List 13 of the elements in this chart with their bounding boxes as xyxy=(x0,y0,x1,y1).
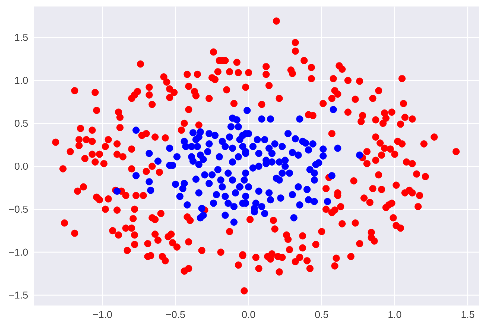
x-tick-label: 0.5 xyxy=(315,311,328,318)
x-tick-label: 0.0 xyxy=(242,311,256,318)
x-tick-label: −1.0 xyxy=(93,311,112,318)
y-tick-label: −1.0 xyxy=(9,248,28,256)
y-tick-label: 0.5 xyxy=(14,120,28,128)
x-tick-label: −0.5 xyxy=(166,311,186,318)
y-tick-label: 1.5 xyxy=(15,34,28,42)
y-tick-label: 1.0 xyxy=(15,77,28,84)
x-tick-label: 1.0 xyxy=(388,311,402,318)
x-tick-label: 1.5 xyxy=(462,311,475,318)
y-tick-label: −1.5 xyxy=(9,292,28,299)
y-tick-label: −0.5 xyxy=(9,206,28,214)
y-tick-label: 0.0 xyxy=(14,162,28,170)
